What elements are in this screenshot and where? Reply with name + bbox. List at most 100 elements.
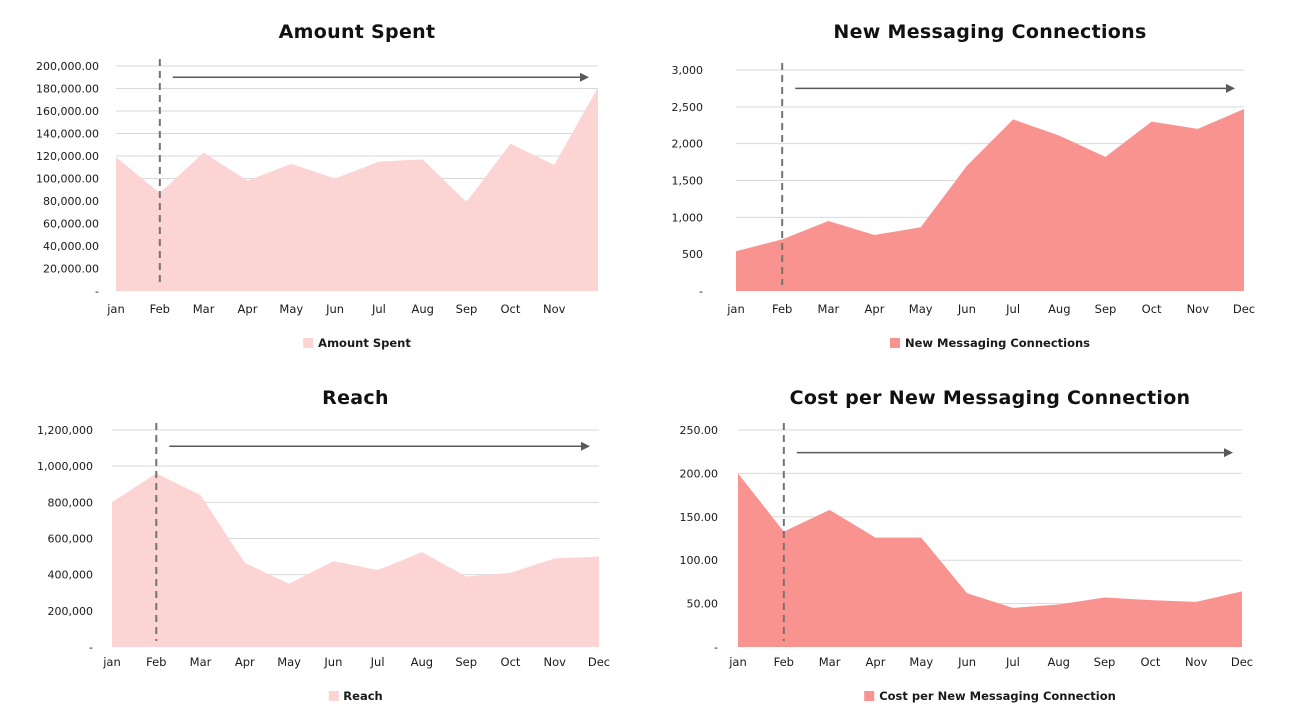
x-axis-label: Feb [772, 302, 792, 316]
x-axis-label: Feb [146, 655, 166, 669]
x-axis-label: Nov [1185, 655, 1208, 669]
trend-arrow-head [1226, 83, 1235, 93]
y-axis-label: 250.00 [680, 424, 719, 437]
x-axis-label: Sep [1094, 655, 1116, 669]
y-axis-label: 140,000.00 [36, 128, 99, 141]
x-axis-label: Nov [543, 655, 566, 669]
x-axis-label: Apr [865, 302, 885, 316]
x-axis-label: Jul [371, 302, 386, 316]
legend-label: New Messaging Connections [904, 336, 1091, 350]
y-axis-label: - [699, 285, 703, 298]
legend-label: Reach [343, 689, 383, 703]
x-axis-label: Jun [323, 655, 342, 669]
chart-canvas: Reach 1,200,000 1,000,000 800,000 600,000 400… [37, 387, 610, 669]
area-series [736, 109, 1244, 291]
y-axis-label: 3,000 [672, 64, 704, 77]
x-axis-label: jan [102, 655, 121, 669]
y-axis-label: 1,200,000 [37, 424, 93, 437]
y-axis-label: - [95, 285, 99, 298]
x-axis-label: May [279, 302, 303, 316]
x-axis-label: jan [728, 655, 747, 669]
chart-reach: Reach 1,200,000 1,000,000 800,000 600,000 400… [0, 363, 645, 726]
x-axis-label: May [277, 655, 301, 669]
y-axis-label: 2,000 [672, 138, 704, 151]
y-axis-label: 120,000.00 [36, 150, 99, 163]
y-axis-label: 50.00 [687, 598, 719, 611]
chart-canvas: New Messaging Connections 3,000 2,500 2,000… [672, 21, 1256, 316]
chart-title: Amount Spent [279, 21, 436, 43]
x-axis-label: Nov [1187, 302, 1210, 316]
x-axis-label: Apr [235, 655, 255, 669]
y-axis-label: 400,000 [48, 569, 94, 582]
chart-new-messaging-connections: New Messaging Connections 3,000 2,500 2,000… [645, 0, 1290, 363]
x-axis-label: Dec [1233, 302, 1255, 316]
legend: Amount Spent [303, 336, 411, 350]
chart-cost-per-new-messaging-connection: Cost per New Messaging Connection 250.00 2… [645, 363, 1290, 726]
y-axis-label: 200,000 [48, 605, 94, 618]
x-axis-label: Oct [1142, 302, 1162, 316]
y-axis-label: 100,000.00 [36, 173, 99, 186]
x-axis-label: Jul [1005, 302, 1020, 316]
x-axis-label: May [909, 655, 933, 669]
x-axis-label: Feb [150, 302, 170, 316]
trend-arrow-head [1224, 448, 1233, 458]
y-axis-label: 1,000 [672, 211, 704, 224]
x-axis-label: Aug [411, 302, 433, 316]
area-series [112, 473, 599, 647]
x-axis-label: Nov [543, 302, 566, 316]
y-axis-label: 1,500 [672, 175, 704, 188]
trend-arrow-head [580, 72, 589, 82]
y-axis-label: 160,000.00 [36, 105, 99, 118]
x-axis-label: May [909, 302, 933, 316]
trend-arrow-head [581, 441, 590, 451]
x-axis-label: Sep [455, 655, 477, 669]
x-axis-label: jan [726, 302, 745, 316]
x-axis-label: Jun [957, 655, 976, 669]
y-axis-label: 200,000.00 [36, 60, 99, 73]
chart-title: Cost per New Messaging Connection [790, 387, 1191, 409]
x-axis-label: Dec [1231, 655, 1253, 669]
legend: New Messaging Connections [889, 336, 1091, 350]
legend: Cost per New Messaging Connection [864, 689, 1116, 703]
x-axis-label: Oct [1140, 655, 1160, 669]
x-axis-label: Mar [190, 655, 212, 669]
y-axis-label: - [89, 641, 93, 654]
x-axis-label: Jul [1005, 655, 1020, 669]
area-series [738, 473, 1242, 647]
legend-swatch [303, 338, 314, 348]
legend: Reach [328, 689, 383, 703]
x-axis-label: Mar [818, 302, 840, 316]
x-axis-label: Sep [456, 302, 478, 316]
x-axis-label: Oct [501, 655, 521, 669]
y-axis-label: 800,000 [48, 496, 94, 509]
y-axis-label: 60,000.00 [43, 218, 99, 231]
x-axis-label: Jun [957, 302, 976, 316]
x-axis-label: Apr [866, 655, 886, 669]
y-axis-label: 180,000.00 [36, 83, 99, 96]
legend-swatch [889, 338, 900, 348]
x-axis-label: Oct [500, 302, 520, 316]
chart-canvas: Amount Spent 200,000.00 180,000.00 160,000.… [36, 21, 598, 316]
x-axis-label: jan [106, 302, 125, 316]
y-axis-label: 600,000 [48, 533, 94, 546]
chart-title: New Messaging Connections [833, 21, 1146, 43]
x-axis-label: Aug [1047, 655, 1069, 669]
x-axis-label: Sep [1095, 302, 1117, 316]
x-axis-label: Aug [1048, 302, 1070, 316]
y-axis-label: 500 [682, 248, 703, 261]
chart-amount-spent: Amount Spent 200,000.00 180,000.00 160,000.… [0, 0, 645, 363]
x-axis-label: Apr [238, 302, 258, 316]
legend-swatch [328, 691, 339, 701]
x-axis-label: Jul [370, 655, 385, 669]
x-axis-label: Mar [819, 655, 841, 669]
chart-canvas: Cost per New Messaging Connection 250.00 2… [680, 387, 1254, 669]
x-axis-label: Dec [588, 655, 610, 669]
y-axis-label: 200.00 [680, 467, 719, 480]
y-axis-label: 80,000.00 [43, 195, 99, 208]
legend-label: Cost per New Messaging Connection [879, 689, 1116, 703]
x-axis-label: Feb [774, 655, 794, 669]
legend-swatch [864, 691, 875, 701]
y-axis-label: 20,000.00 [43, 263, 99, 276]
chart-title: Reach [322, 387, 389, 409]
